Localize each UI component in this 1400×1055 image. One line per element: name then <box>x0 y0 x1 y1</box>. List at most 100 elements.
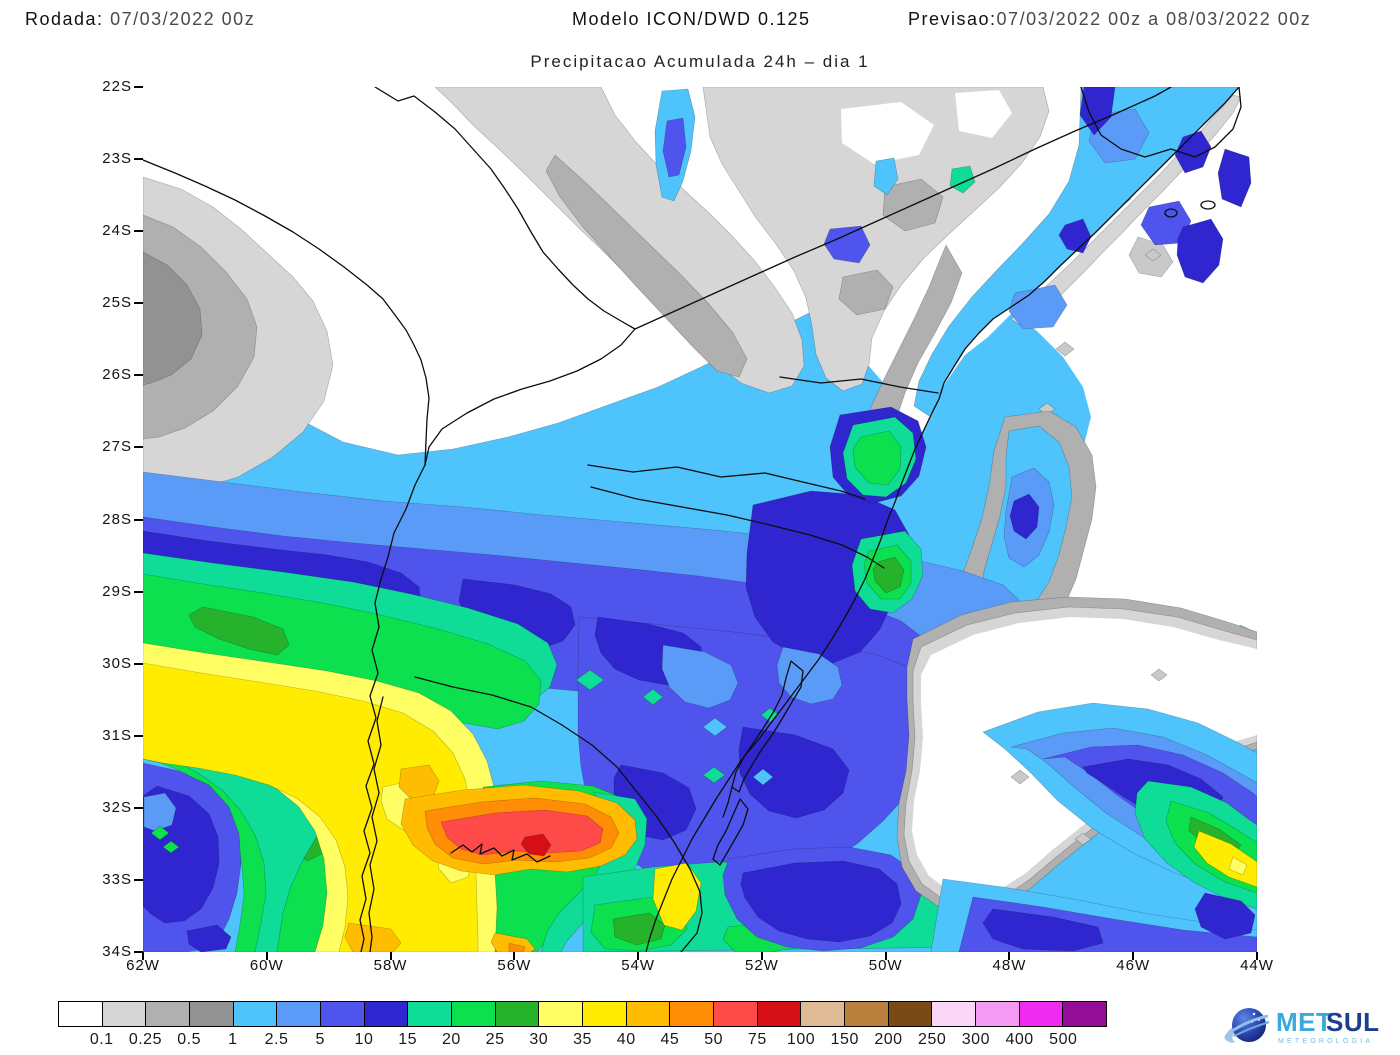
legend-cell <box>714 1002 758 1026</box>
legend-cell <box>452 1002 496 1026</box>
run-value: 07/03/2022 00z <box>110 9 256 29</box>
border-pr-sc <box>587 464 866 500</box>
y-tick-label: 25S <box>102 294 132 312</box>
legend-value: 30 <box>529 1031 549 1048</box>
lagoon-channel <box>722 786 733 818</box>
precipitation-map <box>142 86 1258 953</box>
border-brazil-uruguay <box>414 676 703 953</box>
run-label: Rodada: <box>25 9 104 29</box>
lagoa-dos-patos <box>731 660 804 793</box>
x-tick-mark <box>142 952 144 960</box>
x-tick-label: 44W <box>1240 957 1274 974</box>
layer-se-streak <box>930 702 1258 953</box>
legend-value: 15 <box>398 1031 418 1048</box>
map-borders <box>142 86 1242 953</box>
legend-value: 200 <box>874 1031 903 1048</box>
legend-cell <box>801 1002 846 1026</box>
legend-cell <box>364 1002 409 1026</box>
legend-value: 40 <box>616 1031 636 1048</box>
legend-cell <box>190 1002 234 1026</box>
legend-value: 1 <box>228 1031 238 1048</box>
x-tick-mark <box>760 952 763 960</box>
y-tick-mark <box>134 734 143 737</box>
metsul-logo-graphic: MET SUL METEOROLOGIA <box>1224 1007 1380 1045</box>
page-title: Precipitacao Acumulada 24h – dia 1 <box>530 52 870 71</box>
legend-cell <box>321 1002 365 1026</box>
y-tick-label: 27S <box>102 438 132 456</box>
y-tick-mark <box>134 230 143 233</box>
legend-value: 25 <box>485 1031 505 1048</box>
forecast-value: 07/03/2022 00z a 08/03/2022 00z <box>996 9 1312 29</box>
y-tick-label: 23S <box>102 150 132 168</box>
y-tick-mark <box>134 951 143 953</box>
legend-cell <box>495 1002 540 1026</box>
y-tick-label: 30S <box>102 654 132 672</box>
border-sc-rs <box>590 486 885 569</box>
x-tick-mark <box>884 952 887 960</box>
legend-cell <box>583 1002 627 1026</box>
legend-value: 0.25 <box>128 1031 162 1048</box>
x-tick-mark <box>513 952 516 960</box>
legend-value: 75 <box>747 1031 767 1048</box>
legend-value: 400 <box>1005 1031 1034 1048</box>
metsul-logo: MET SUL METEOROLOGIA <box>1222 1000 1394 1050</box>
legend-cell <box>1019 1002 1064 1026</box>
x-tick-label: 50W <box>868 957 903 974</box>
legend-cell <box>102 1002 147 1026</box>
island-1 <box>1164 208 1178 218</box>
legend-cell <box>146 1002 191 1026</box>
legend-value: 45 <box>660 1031 680 1048</box>
x-tick-mark <box>265 952 268 960</box>
legend-value: 20 <box>441 1031 461 1048</box>
legend-value: 35 <box>573 1031 592 1048</box>
y-tick-mark <box>134 878 143 881</box>
y-tick-mark <box>134 590 143 593</box>
x-tick-label: 52W <box>744 957 779 974</box>
legend-cell <box>845 1002 889 1026</box>
border-sp-diagonal <box>634 86 1172 330</box>
y-tick-label: 22S <box>102 78 132 95</box>
legend-cell <box>670 1002 715 1026</box>
x-tick-mark <box>637 952 640 960</box>
legend-value: 2.5 <box>264 1031 289 1048</box>
legend-cell <box>888 1002 933 1026</box>
map-canvas <box>142 86 1258 953</box>
planet-icon <box>1224 1008 1270 1043</box>
border-paraguay-north <box>374 86 636 330</box>
legend-cell <box>408 1002 453 1026</box>
y-tick-label: 28S <box>102 510 132 528</box>
y-tick-mark <box>134 446 143 449</box>
x-tick-label: 48W <box>992 957 1027 974</box>
x-tick-mark <box>1008 952 1011 960</box>
layer-gray-drizzle <box>142 86 1242 500</box>
logo-sul-text: SUL <box>1326 1007 1380 1037</box>
y-tick-mark <box>134 158 143 161</box>
island-2 <box>1200 200 1216 210</box>
model-header: Modelo ICON/DWD 0.125 <box>572 9 811 29</box>
border-uruguay-river-2 <box>368 696 384 953</box>
legend-cell <box>59 1002 103 1026</box>
forecast-label: Previsao: <box>908 9 997 29</box>
coastline <box>645 86 1240 953</box>
run-header: Rodada: 07/03/2022 00z <box>25 9 255 30</box>
y-tick-mark <box>134 806 143 809</box>
border-sp-pr <box>779 376 939 394</box>
y-tick-label: 34S <box>102 943 132 960</box>
legend-value: 0.1 <box>89 1031 114 1048</box>
legend-cell <box>932 1002 977 1026</box>
x-tick-mark <box>1256 952 1258 960</box>
x-tick-label: 60W <box>249 957 284 974</box>
y-tick-label: 31S <box>102 726 132 744</box>
legend-cell <box>1063 1002 1107 1026</box>
x-tick-label: 62W <box>126 957 160 974</box>
legend-cell <box>626 1002 671 1026</box>
y-tick-label: 26S <box>102 366 132 384</box>
lagoa-mirim <box>712 798 749 866</box>
legend-value: 300 <box>961 1031 990 1048</box>
legend-value: 500 <box>1049 1031 1078 1048</box>
logo-tagline-text: METEOROLOGIA <box>1278 1038 1373 1045</box>
x-tick-label: 54W <box>621 957 656 974</box>
y-tick-label: 32S <box>102 798 132 816</box>
border-uruguay-river <box>359 464 426 953</box>
y-tick-mark <box>134 662 143 665</box>
